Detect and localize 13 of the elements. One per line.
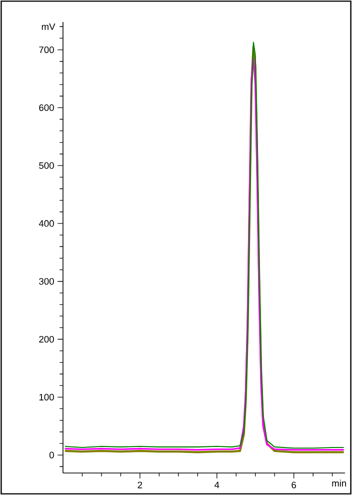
- x-tick-label: 6: [292, 482, 296, 488]
- y-axis-title: mV: [42, 23, 56, 30]
- x-tick-label: 2: [138, 482, 142, 488]
- y-tick-label: 0: [49, 452, 54, 458]
- y-tick-label: 100: [39, 394, 54, 400]
- y-tick-label: 700: [39, 46, 54, 54]
- x-tick-label: 4: [214, 482, 220, 488]
- y-tick-label: 600: [39, 104, 54, 111]
- y-tick-label: 500: [39, 162, 54, 169]
- y-tick-label: 400: [38, 220, 54, 227]
- x-axis-title: min: [332, 480, 346, 486]
- y-tick-label: 300: [39, 278, 54, 285]
- y-tick-label: 200: [39, 336, 54, 343]
